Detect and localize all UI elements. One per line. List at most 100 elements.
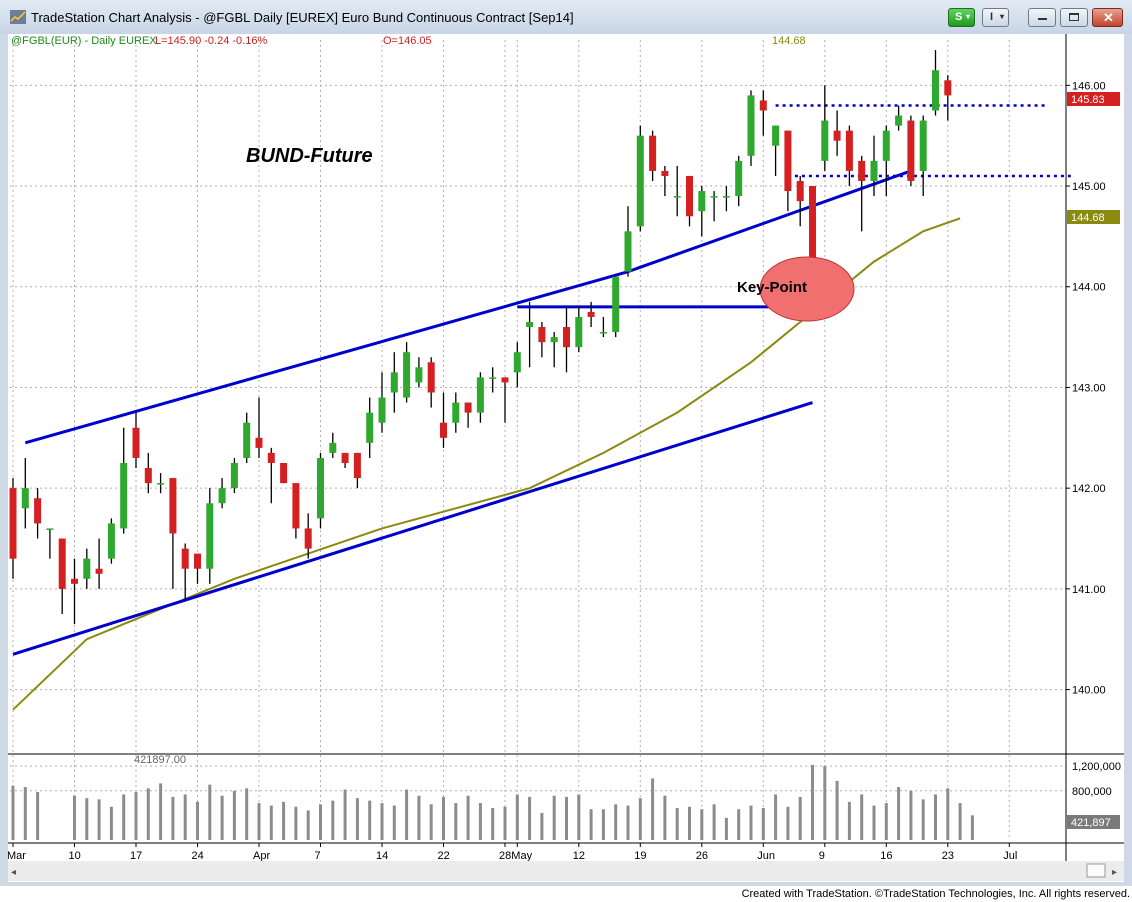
candle-body xyxy=(415,367,423,383)
candle-body xyxy=(550,337,558,343)
candle-body xyxy=(784,130,792,192)
candle-body xyxy=(464,402,472,413)
price-tick-label: 142.00 xyxy=(1072,483,1106,495)
volume-bar xyxy=(884,803,888,840)
candle-body xyxy=(181,548,189,569)
candle-body xyxy=(83,558,91,579)
candle-body xyxy=(882,130,890,161)
candle-body xyxy=(587,311,595,317)
volume-bar xyxy=(737,809,741,840)
ma-price-marker xyxy=(1067,210,1120,224)
scroll-left-icon[interactable]: ◂ xyxy=(11,867,16,878)
candle-body xyxy=(403,352,411,398)
volume-bar xyxy=(73,795,76,840)
scroll-right-icon[interactable]: ▸ xyxy=(1112,867,1117,878)
volume-bar xyxy=(232,790,236,840)
candle-body xyxy=(673,196,681,198)
candle-body xyxy=(661,170,669,176)
volume-bar xyxy=(860,794,864,840)
date-tick-label: 23 xyxy=(942,850,954,862)
candle-body xyxy=(513,352,521,373)
volume-bar xyxy=(466,795,470,840)
volume-bar xyxy=(11,785,15,840)
volume-bar xyxy=(528,796,532,840)
volume-bar xyxy=(835,780,839,840)
candle-body xyxy=(772,125,780,146)
volume-bar xyxy=(380,803,384,840)
volume-bar xyxy=(798,796,802,840)
candle-body xyxy=(809,186,816,277)
date-tick-label: 12 xyxy=(573,850,585,862)
candle-body xyxy=(390,372,398,393)
volume-bar xyxy=(565,796,568,840)
volume-bar xyxy=(823,766,827,840)
date-tick-label: 24 xyxy=(192,850,204,862)
price-chart[interactable]: 146.00 145.00 144.00 143.00 142.00 141.00 140.… xyxy=(8,34,1124,882)
volume-bar xyxy=(577,794,581,840)
candle-body xyxy=(255,437,263,448)
title-bar[interactable]: TradeStation Chart Analysis - @FGBL Dail… xyxy=(0,0,1132,34)
maximize-button[interactable] xyxy=(1060,8,1088,27)
date-tick-label: Jun xyxy=(757,850,775,862)
candle-body xyxy=(9,488,17,559)
volume-grid xyxy=(10,765,1066,792)
candle-body xyxy=(907,120,915,181)
volume-bar xyxy=(97,799,101,840)
candle-body xyxy=(218,488,226,504)
volume-bar xyxy=(761,808,765,840)
strategy-button[interactable]: S ▾ xyxy=(948,8,975,27)
candle-body xyxy=(833,130,841,141)
candle-body xyxy=(230,462,238,489)
chart-client-area[interactable]: 146.00 145.00 144.00 143.00 142.00 141.00 140.… xyxy=(8,34,1124,882)
candle-body xyxy=(759,100,767,111)
minimize-button[interactable] xyxy=(1028,8,1056,27)
candle-body xyxy=(169,478,177,534)
volume-bar xyxy=(429,804,433,840)
volume-bar xyxy=(503,806,507,840)
price-tick-label: 143.00 xyxy=(1072,382,1106,394)
price-tick-label: 146.00 xyxy=(1072,80,1106,92)
candle-body xyxy=(612,276,620,333)
volume-bar xyxy=(368,800,372,840)
volume-bar xyxy=(134,792,138,840)
candle-body xyxy=(157,483,165,485)
volume-bar xyxy=(109,806,113,840)
candle-body xyxy=(563,327,570,348)
volume-bar xyxy=(282,801,286,840)
volume-bar xyxy=(712,804,716,840)
price-tick-label: 144.00 xyxy=(1072,282,1106,294)
candle-body xyxy=(845,130,853,171)
candle-body xyxy=(858,160,866,181)
candle-body xyxy=(932,70,939,111)
volume-bar xyxy=(700,809,704,840)
date-tick-label: 26 xyxy=(696,850,708,862)
moving-average-readout: 144.68 xyxy=(772,35,806,47)
chart-title-annotation: BUND-Future xyxy=(246,145,373,167)
candle-body xyxy=(944,80,952,96)
date-tick-label: 16 xyxy=(880,850,892,862)
candle-body xyxy=(427,362,435,393)
horizontal-scrollbar[interactable] xyxy=(8,861,1124,881)
date-tick-label: Apr xyxy=(253,850,270,862)
price-tick-label: 141.00 xyxy=(1072,584,1106,596)
scrollbar-thumb[interactable] xyxy=(1086,863,1106,878)
candle-body xyxy=(501,377,509,383)
volume-bar xyxy=(159,783,163,840)
candle-body xyxy=(599,332,607,334)
indicator-button[interactable]: I ▾ xyxy=(982,8,1009,27)
close-button[interactable]: ✕ xyxy=(1092,8,1123,27)
last-price-marker xyxy=(1067,92,1120,106)
strategy-button-label: S xyxy=(955,11,963,23)
maximize-icon xyxy=(1069,13,1079,21)
date-tick-label: 7 xyxy=(315,850,321,862)
volume-bar xyxy=(343,789,347,840)
volume-bar xyxy=(294,806,298,840)
volume-bar xyxy=(171,796,175,840)
volume-bar xyxy=(724,817,728,840)
candle-body xyxy=(440,422,447,438)
volume-bar xyxy=(774,794,778,840)
candle-body xyxy=(698,191,706,212)
candle-body xyxy=(304,528,312,549)
volume-bar xyxy=(847,801,851,840)
